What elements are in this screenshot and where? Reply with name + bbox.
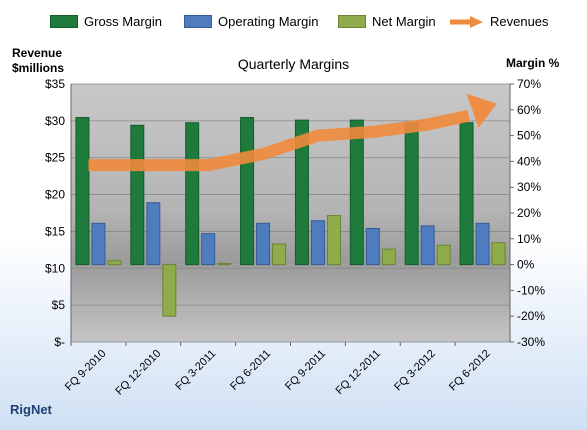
bar-net-margin-6 [436,244,451,266]
right-tick-label: 10% [517,232,541,246]
bar-operating-margin-1 [146,202,161,266]
legend: Gross Margin Operating Margin Net Margin… [0,14,587,34]
legend-swatch-net-margin [338,15,366,28]
brand-label: RigNet [10,402,52,417]
bar-operating-margin-2 [201,233,216,266]
x-tick-label: FQ 6-2012 [447,348,493,394]
bar-net-margin-7 [491,242,506,266]
bar-gross-margin-6 [404,122,419,266]
bar-gross-margin-4 [294,119,309,266]
bar-gross-margin-2 [185,122,200,266]
bar-gross-margin-1 [130,124,145,266]
x-tick-label: FQ 3-2012 [392,348,438,394]
legend-item-net-margin: Net Margin [338,14,436,29]
legend-label-operating-margin: Operating Margin [218,14,319,29]
bar-net-margin-0 [107,260,122,266]
bar-net-margin-1 [162,264,177,317]
left-axis-title-line1: Revenue [12,46,63,60]
left-tick-label: $15 [45,224,65,238]
bar-gross-margin-7 [459,122,474,266]
x-tick-label: FQ 9-2011 [283,348,328,393]
right-tick-label: -10% [517,283,545,297]
legend-item-gross-margin: Gross Margin [50,14,162,29]
legend-label-gross-margin: Gross Margin [84,14,163,29]
legend-item-revenues: Revenues [450,14,549,29]
x-tick-label: FQ 12-2011 [334,348,383,397]
x-tick-label: FQ 3-2011 [173,348,218,393]
bar-gross-margin-3 [240,117,255,266]
bar-net-margin-2 [217,263,232,266]
right-tick-label: 30% [517,180,541,194]
bar-operating-margin-0 [91,222,106,266]
bar-operating-margin-6 [420,225,435,266]
left-tick-label: $30 [45,114,65,128]
right-tick-label: 50% [517,129,541,143]
revenue-line [88,109,470,172]
left-axis-title-line2: $millions [12,61,65,75]
legend-label-revenues: Revenues [490,14,549,29]
left-tick-label: $5 [52,298,66,312]
x-tick-label: FQ 9-2010 [63,348,109,394]
bar-operating-margin-4 [310,220,325,266]
right-tick-label: 40% [517,154,541,168]
right-tick-label: 20% [517,206,541,220]
left-axis-title: Revenue $millions [12,46,64,76]
right-tick-label: 0% [517,258,535,272]
bar-gross-margin-5 [349,119,364,266]
right-tick-label: 60% [517,103,541,117]
bar-operating-margin-5 [365,227,380,266]
x-tick-label: FQ 6-2011 [228,348,273,393]
right-tick-label: 70% [517,77,541,91]
bar-gross-margin-0 [75,117,90,266]
right-tick-label: -20% [517,309,545,323]
legend-swatch-operating-margin [184,15,212,28]
legend-item-operating-margin: Operating Margin [184,14,318,29]
right-tick-label: -30% [517,335,545,349]
right-axis-title: Margin % [506,56,560,70]
legend-swatch-gross-margin [50,15,78,28]
bar-operating-margin-7 [475,222,490,266]
legend-label-net-margin: Net Margin [372,14,436,29]
left-tick-label: $35 [45,77,65,91]
left-tick-label: $10 [45,261,65,275]
left-tick-label: $- [54,335,65,349]
bar-net-margin-3 [272,243,287,266]
revenue-arrowhead [466,93,497,128]
chart-title: Quarterly Margins [237,56,350,72]
left-tick-label: $25 [45,151,65,165]
plot-floor [71,264,510,342]
bar-net-margin-5 [381,248,396,266]
x-tick-label: FQ 12-2010 [113,348,163,398]
bar-net-margin-4 [326,215,341,266]
bar-operating-margin-3 [256,222,271,266]
left-tick-label: $20 [45,188,65,202]
legend-arrow-icon [450,15,483,28]
